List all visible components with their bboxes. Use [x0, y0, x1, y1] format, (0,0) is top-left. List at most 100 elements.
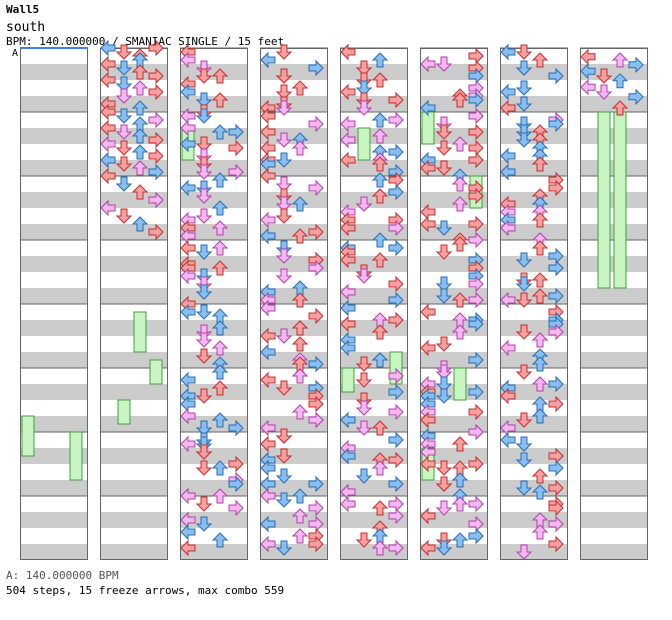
beat-stripe	[580, 480, 648, 496]
arrow-down-icon	[515, 324, 533, 340]
beat-stripe	[580, 288, 648, 304]
arrow-down-icon	[515, 292, 533, 308]
arrow-up-icon	[451, 196, 469, 212]
arrow-down-icon	[515, 132, 533, 148]
arrow-right-icon	[388, 451, 404, 469]
arrow-left-icon	[100, 119, 116, 137]
arrow-up-icon	[531, 240, 549, 256]
arrow-left-icon	[260, 299, 276, 317]
arrow-up-icon	[291, 508, 309, 524]
arrow-down-icon	[275, 68, 293, 84]
song-artist: south	[6, 20, 46, 35]
arrow-up-icon	[371, 252, 389, 268]
arrow-left-icon	[260, 123, 276, 141]
arrow-down-icon	[435, 288, 453, 304]
arrow-right-icon	[468, 275, 484, 293]
arrow-up-icon	[531, 408, 549, 424]
arrow-up-icon	[291, 404, 309, 420]
arrow-up-icon	[211, 240, 229, 256]
arrow-down-icon	[195, 136, 213, 152]
arrow-down-icon	[275, 208, 293, 224]
freeze-arrow	[421, 111, 435, 145]
arrow-up-icon	[131, 184, 149, 200]
beat-stripe	[20, 160, 88, 176]
arrow-left-icon	[260, 435, 276, 453]
arrow-right-icon	[548, 115, 564, 133]
beat-stripe	[20, 128, 88, 144]
arrow-down-icon	[595, 68, 613, 84]
arrow-down-icon	[275, 468, 293, 484]
arrow-up-icon	[371, 232, 389, 248]
arrow-left-icon	[420, 215, 436, 233]
arrow-left-icon	[340, 299, 356, 317]
arrow-down-icon	[595, 84, 613, 100]
arrow-down-icon	[195, 304, 213, 320]
arrow-up-icon	[531, 484, 549, 500]
beat-stripe	[260, 448, 328, 464]
arrow-down-icon	[435, 276, 453, 292]
arrow-left-icon	[180, 179, 196, 197]
arrow-left-icon	[260, 107, 276, 125]
beat-stripe	[500, 544, 568, 560]
arrow-left-icon	[260, 419, 276, 437]
arrow-down-icon	[355, 268, 373, 284]
beat-stripe	[20, 480, 88, 496]
arrow-down-icon	[435, 460, 453, 476]
beat-stripe	[260, 192, 328, 208]
arrow-left-icon	[340, 411, 356, 429]
arrow-up-icon	[371, 352, 389, 368]
beat-stripe	[500, 160, 568, 176]
column-border	[100, 48, 168, 560]
arrow-up-icon	[211, 68, 229, 84]
arrow-down-icon	[515, 452, 533, 468]
arrow-right-icon	[548, 395, 564, 413]
arrow-up-icon	[371, 52, 389, 68]
arrow-up-icon	[451, 472, 469, 488]
arrow-up-icon	[451, 292, 469, 308]
arrow-right-icon	[148, 67, 164, 85]
arrow-down-icon	[515, 80, 533, 96]
arrow-left-icon	[260, 211, 276, 229]
arrow-down-icon	[195, 460, 213, 476]
arrow-down-icon	[195, 68, 213, 84]
arrow-right-icon	[468, 187, 484, 205]
arrow-right-icon	[548, 535, 564, 553]
beat-stripe	[100, 544, 168, 560]
song-title: Wall5	[6, 3, 40, 16]
arrow-left-icon	[500, 99, 516, 117]
arrow-down-icon	[435, 220, 453, 236]
arrow-right-icon	[388, 183, 404, 201]
arrow-up-icon	[211, 340, 229, 356]
arrow-left-icon	[260, 343, 276, 361]
arrow-left-icon	[340, 495, 356, 513]
arrow-right-icon	[548, 287, 564, 305]
beat-stripe	[580, 448, 648, 464]
arrow-down-icon	[275, 248, 293, 264]
arrow-up-icon	[211, 488, 229, 504]
column-border	[420, 48, 488, 560]
arrow-right-icon	[308, 307, 324, 325]
arrow-right-icon	[468, 403, 484, 421]
arrow-up-icon	[531, 468, 549, 484]
arrow-up-icon	[371, 112, 389, 128]
arrow-left-icon	[500, 83, 516, 101]
arrow-down-icon	[275, 428, 293, 444]
beat-stripe	[180, 64, 248, 80]
arrow-right-icon	[388, 239, 404, 257]
beat-stripe	[340, 320, 408, 336]
arrow-down-icon	[355, 400, 373, 416]
arrow-up-icon	[131, 160, 149, 176]
arrow-right-icon	[548, 479, 564, 497]
arrow-right-icon	[548, 499, 564, 517]
arrow-right-icon	[228, 419, 244, 437]
arrow-up-icon	[211, 460, 229, 476]
arrow-down-icon	[355, 356, 373, 372]
arrow-down-icon	[115, 176, 133, 192]
arrow-up-icon	[531, 288, 549, 304]
arrow-left-icon	[340, 219, 356, 237]
arrow-down-icon	[195, 108, 213, 124]
arrow-right-icon	[468, 383, 484, 401]
arrow-left-icon	[420, 455, 436, 473]
arrow-up-icon	[531, 332, 549, 348]
